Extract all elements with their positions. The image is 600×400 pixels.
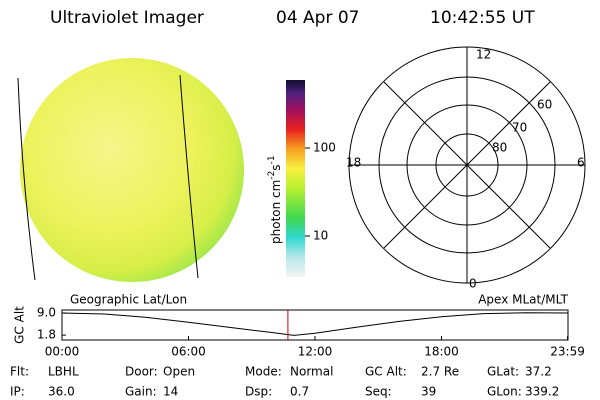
status-label: IP: bbox=[10, 385, 25, 399]
unit: photon cm bbox=[269, 180, 283, 244]
status-value: 36.0 bbox=[48, 385, 75, 399]
status-value: 0.7 bbox=[290, 385, 309, 399]
status-value: 39 bbox=[421, 385, 436, 399]
x-tick-label: 23:59 bbox=[550, 345, 585, 359]
status-value: 14 bbox=[163, 385, 178, 399]
time: 10:42:55 UT bbox=[430, 8, 535, 28]
status-label: Seq: bbox=[365, 385, 392, 399]
y-tick-label: 1.8 bbox=[37, 328, 56, 342]
status-label: GC Alt: bbox=[365, 365, 407, 379]
exp: -2 bbox=[267, 171, 277, 180]
status-value: Open bbox=[163, 365, 195, 379]
status-label: Dsp: bbox=[245, 385, 272, 399]
colorbar bbox=[286, 80, 305, 277]
plot-frame bbox=[61, 309, 569, 341]
mlat-label: 60 bbox=[537, 98, 552, 112]
x-tick-label: 06:00 bbox=[171, 345, 206, 359]
colorbar-label: 10 bbox=[313, 229, 328, 243]
status-label: GLon: bbox=[487, 385, 522, 399]
mlat-label: 70 bbox=[512, 121, 527, 135]
status-value: 2.7 Re bbox=[421, 365, 459, 379]
status-label: Flt: bbox=[10, 365, 29, 379]
plot-title: Apex MLat/MLT bbox=[478, 293, 568, 307]
exp: -1 bbox=[267, 155, 277, 164]
date: 04 Apr 07 bbox=[276, 8, 359, 28]
status-value: Normal bbox=[290, 365, 333, 379]
x-tick-label: 12:00 bbox=[298, 345, 333, 359]
status-label: Gain: bbox=[125, 385, 157, 399]
uv-image bbox=[20, 58, 244, 282]
status-value: 339.2 bbox=[525, 385, 559, 399]
polar-grid bbox=[348, 46, 586, 284]
status-label: Mode: bbox=[245, 365, 282, 379]
status-value: LBHL bbox=[48, 365, 79, 379]
mlt-label: 0 bbox=[469, 277, 477, 291]
status-label: GLat: bbox=[487, 365, 519, 379]
x-tick-label: 00:00 bbox=[45, 345, 80, 359]
y-tick-label: 9.0 bbox=[37, 306, 56, 320]
instrument: Ultraviolet Imager bbox=[50, 8, 204, 28]
mlat-label: 80 bbox=[492, 141, 507, 155]
mlt-label: 12 bbox=[476, 48, 491, 62]
colorbar-unit: photon cm-2s-1 bbox=[267, 155, 283, 244]
grid-line bbox=[17, 77, 36, 281]
status-value: 37.2 bbox=[525, 365, 552, 379]
colorbar-label: 100 bbox=[313, 141, 336, 155]
unit: s bbox=[269, 164, 283, 170]
grid-line bbox=[179, 74, 199, 279]
mlt-label: 6 bbox=[577, 156, 585, 170]
altitude-line bbox=[61, 312, 569, 336]
status-panel: Flt: LBHL Door: Open Mode: Normal GC Alt: 2.7 R… bbox=[10, 365, 559, 399]
y-axis-label: GC Alt bbox=[13, 306, 27, 344]
plot-title: Geographic Lat/Lon bbox=[70, 293, 187, 307]
status-label: Door: bbox=[125, 365, 158, 379]
mlt-label: 18 bbox=[346, 156, 361, 170]
x-tick-label: 18:00 bbox=[424, 345, 459, 359]
